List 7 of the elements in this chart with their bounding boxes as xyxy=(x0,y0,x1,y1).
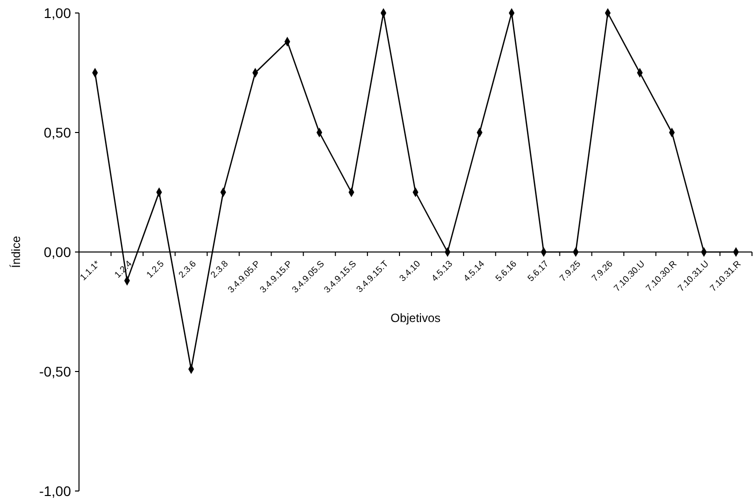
y-tick-label: 0,50 xyxy=(44,124,72,140)
y-tick-label: 1,00 xyxy=(44,4,72,21)
y-tick-label: -1,00 xyxy=(39,482,72,499)
y-tick-label: -0,50 xyxy=(39,363,72,380)
y-tick-label: 0,00 xyxy=(44,244,72,260)
x-axis-title: Objetivos xyxy=(390,311,441,325)
y-axis-title: Índice xyxy=(9,236,23,268)
